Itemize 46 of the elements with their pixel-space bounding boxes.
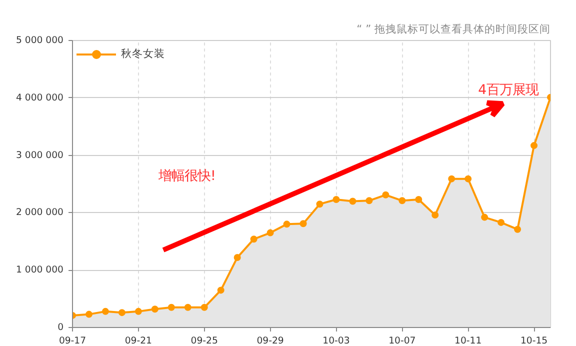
x-tick-label: 09-17 (58, 336, 86, 346)
point (382, 191, 390, 198)
annotation: 增幅很快! (158, 169, 216, 184)
x-tick-label: 10-03 (322, 336, 350, 346)
point (398, 197, 406, 204)
y-tick-label: 3 000 000 (16, 150, 64, 161)
y-tick-label: 0 (58, 322, 64, 333)
point (316, 200, 324, 208)
point (266, 229, 274, 236)
x-tick-label: 10-07 (388, 336, 416, 346)
x-tick-label: 10-15 (520, 336, 548, 346)
point (300, 220, 307, 228)
point (102, 308, 109, 315)
point (448, 175, 456, 182)
point (217, 286, 224, 294)
point (184, 304, 192, 311)
point (481, 214, 488, 221)
y-tick-label: 2 000 000 (16, 207, 64, 218)
y-tick-label: 1 000 000 (16, 264, 64, 276)
point (168, 304, 175, 311)
point (85, 310, 92, 318)
point (530, 142, 538, 150)
point (366, 197, 373, 204)
point (349, 198, 356, 205)
y-tick-label: 4 000 000 (16, 92, 64, 104)
x-tick-label: 09-21 (124, 336, 152, 346)
annotation: 4百万展现 (478, 82, 539, 98)
point (332, 196, 340, 203)
point (134, 308, 142, 315)
x-tick-label: 10-11 (454, 336, 482, 346)
point (415, 196, 422, 203)
point (118, 309, 126, 316)
text: “ ” 拖拽鼠标可以查看具体的时间段区间 (356, 22, 551, 36)
point (234, 254, 241, 261)
x-tick-label: 09-29 (256, 336, 284, 346)
point (151, 306, 158, 313)
point (514, 226, 522, 233)
legend-label: 秋冬女装 (121, 47, 165, 61)
point (200, 304, 208, 311)
point (464, 175, 472, 182)
x-tick-label: 09-25 (190, 336, 218, 346)
point (498, 218, 505, 226)
y-tick-label: 5 000 000 (16, 35, 64, 46)
point (250, 236, 258, 243)
point (283, 220, 290, 228)
point (432, 212, 439, 218)
